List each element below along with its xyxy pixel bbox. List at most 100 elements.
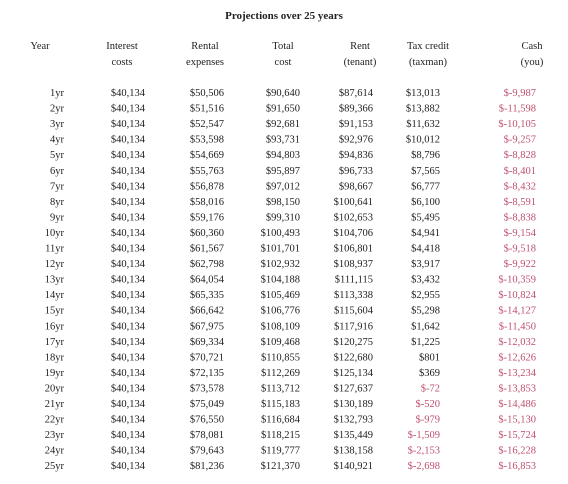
value-cell: $7,565 xyxy=(411,166,440,177)
column-header: cost xyxy=(275,57,292,68)
value-cell: $101,701 xyxy=(261,244,300,255)
value-cell: $13,882 xyxy=(406,104,440,115)
year-cell: 10yr xyxy=(45,228,65,239)
value-cell: $55,763 xyxy=(190,166,224,177)
value-cell: $-9,257 xyxy=(504,135,536,146)
value-cell: $40,134 xyxy=(111,135,146,146)
value-cell: $40,134 xyxy=(111,150,146,161)
value-cell: $-12,032 xyxy=(498,337,536,348)
value-cell: $-10,824 xyxy=(498,290,536,301)
year-cell: 17yr xyxy=(45,337,65,348)
table-title: Projections over 25 years xyxy=(225,10,344,22)
value-cell: $8,796 xyxy=(411,150,440,161)
value-cell: $40,134 xyxy=(111,306,146,317)
value-cell: $-520 xyxy=(416,399,441,410)
value-cell: $73,578 xyxy=(190,383,224,394)
value-cell: $3,432 xyxy=(411,275,440,286)
value-cell: $369 xyxy=(419,368,440,379)
column-header: (taxman) xyxy=(409,57,447,68)
value-cell: $92,976 xyxy=(339,135,373,146)
value-cell: $40,134 xyxy=(111,244,146,255)
value-cell: $102,932 xyxy=(261,259,300,270)
value-cell: $66,642 xyxy=(190,306,224,317)
value-cell: $110,855 xyxy=(261,352,300,363)
value-cell: $97,012 xyxy=(266,181,300,192)
value-cell: $96,733 xyxy=(339,166,373,177)
year-cell: 13yr xyxy=(45,275,65,286)
value-cell: $119,777 xyxy=(261,446,300,457)
year-cell: 25yr xyxy=(45,461,65,472)
value-cell: $-16,853 xyxy=(498,461,536,472)
value-cell: $91,650 xyxy=(266,104,300,115)
value-cell: $2,955 xyxy=(411,290,440,301)
value-cell: $111,115 xyxy=(335,275,373,286)
value-cell: $89,366 xyxy=(339,104,373,115)
value-cell: $70,721 xyxy=(190,352,224,363)
value-cell: $40,134 xyxy=(111,368,146,379)
value-cell: $40,134 xyxy=(111,119,146,130)
value-cell: $6,100 xyxy=(411,197,440,208)
value-cell: $40,134 xyxy=(111,290,146,301)
year-cell: 9yr xyxy=(50,212,65,223)
value-cell: $108,109 xyxy=(261,321,300,332)
value-cell: $115,604 xyxy=(334,306,374,317)
value-cell: $62,798 xyxy=(190,259,224,270)
value-cell: $4,418 xyxy=(411,244,440,255)
value-cell: $-11,598 xyxy=(499,104,536,115)
value-cell: $102,653 xyxy=(334,212,373,223)
value-cell: $117,916 xyxy=(334,321,373,332)
value-cell: $1,225 xyxy=(411,337,440,348)
value-cell: $40,134 xyxy=(111,446,146,457)
value-cell: $-9,987 xyxy=(504,88,536,99)
column-header: Rent xyxy=(350,41,370,52)
value-cell: $87,614 xyxy=(339,88,374,99)
value-cell: $122,680 xyxy=(334,352,373,363)
year-cell: 7yr xyxy=(50,181,65,192)
value-cell: $-16,228 xyxy=(498,446,536,457)
value-cell: $40,134 xyxy=(111,275,146,286)
value-cell: $10,012 xyxy=(406,135,440,146)
value-cell: $-72 xyxy=(421,383,440,394)
value-cell: $13,013 xyxy=(406,88,440,99)
value-cell: $5,495 xyxy=(411,212,440,223)
value-cell: $75,049 xyxy=(190,399,224,410)
value-cell: $95,897 xyxy=(266,166,300,177)
value-cell: $72,135 xyxy=(190,368,224,379)
year-cell: 23yr xyxy=(45,430,65,441)
column-header: Rental xyxy=(191,41,218,52)
value-cell: $40,134 xyxy=(111,104,146,115)
year-cell: 21yr xyxy=(45,399,65,410)
value-cell: $98,667 xyxy=(339,181,373,192)
value-cell: $99,310 xyxy=(266,212,300,223)
column-header: (tenant) xyxy=(344,57,377,68)
value-cell: $61,567 xyxy=(190,244,224,255)
value-cell: $-14,127 xyxy=(498,306,536,317)
value-cell: $100,641 xyxy=(334,197,373,208)
value-cell: $76,550 xyxy=(190,415,224,426)
value-cell: $65,335 xyxy=(190,290,224,301)
value-cell: $106,801 xyxy=(334,244,373,255)
year-cell: 1yr xyxy=(50,88,65,99)
value-cell: $112,269 xyxy=(261,368,300,379)
value-cell: $-10,105 xyxy=(498,119,536,130)
year-cell: 19yr xyxy=(45,368,65,379)
value-cell: $-12,626 xyxy=(498,352,536,363)
value-cell: $40,134 xyxy=(111,166,146,177)
value-cell: $-2,153 xyxy=(408,446,440,457)
value-cell: $-11,450 xyxy=(499,321,536,332)
value-cell: $40,134 xyxy=(111,197,146,208)
column-header: expenses xyxy=(186,57,224,68)
value-cell: $-8,401 xyxy=(504,166,536,177)
column-header: Cash xyxy=(522,41,544,52)
value-cell: $-13,234 xyxy=(498,368,536,379)
year-cell: 24yr xyxy=(45,446,65,457)
value-cell: $6,777 xyxy=(411,181,440,192)
value-cell: $120,275 xyxy=(334,337,373,348)
value-cell: $91,153 xyxy=(339,119,373,130)
value-cell: $-8,838 xyxy=(504,212,536,223)
value-cell: $81,236 xyxy=(190,461,224,472)
value-cell: $115,183 xyxy=(261,399,300,410)
value-cell: $40,134 xyxy=(111,212,146,223)
value-cell: $-8,828 xyxy=(504,150,536,161)
column-header: Year xyxy=(30,41,50,52)
